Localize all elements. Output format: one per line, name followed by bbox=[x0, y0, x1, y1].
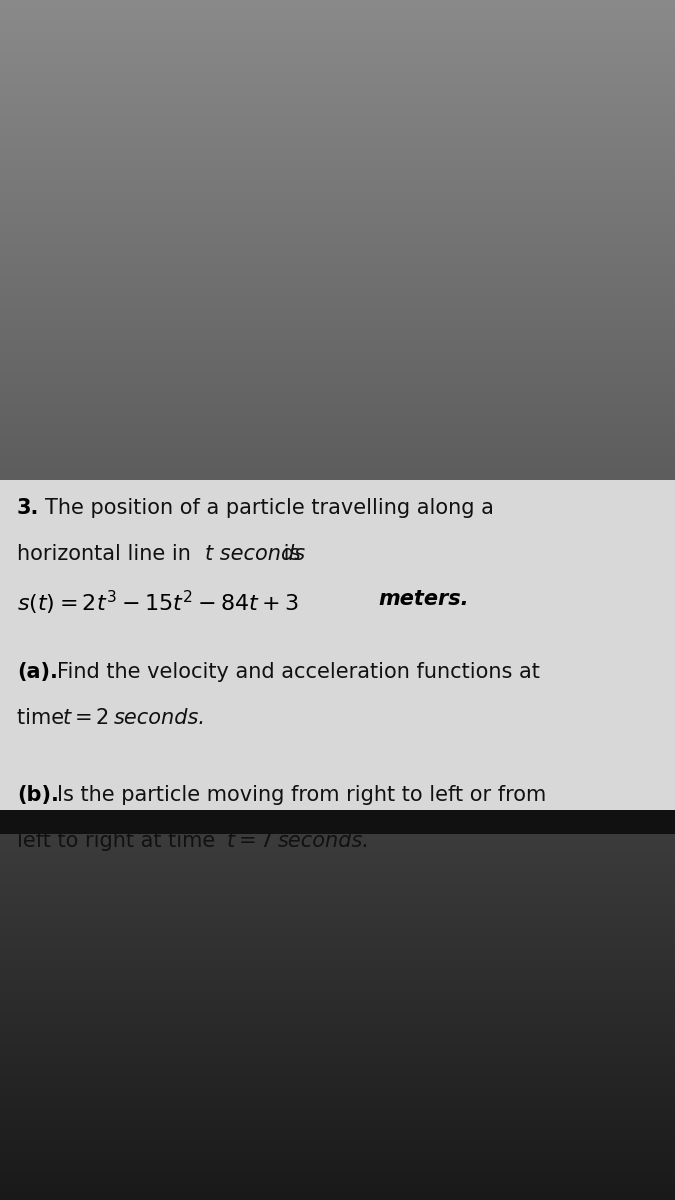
Text: meters.: meters. bbox=[378, 589, 468, 610]
Text: is: is bbox=[277, 544, 300, 564]
Text: horizontal line in: horizontal line in bbox=[17, 544, 197, 564]
FancyBboxPatch shape bbox=[0, 480, 675, 810]
Text: 3.: 3. bbox=[17, 498, 39, 518]
Text: Is the particle moving from right to left or from: Is the particle moving from right to lef… bbox=[57, 785, 547, 805]
Text: (a).: (a). bbox=[17, 662, 58, 682]
Text: seconds.: seconds. bbox=[277, 830, 369, 851]
Text: t seconds: t seconds bbox=[205, 544, 304, 564]
Text: time: time bbox=[17, 708, 71, 727]
FancyBboxPatch shape bbox=[0, 810, 675, 834]
Text: $t = 2$: $t = 2$ bbox=[62, 708, 109, 727]
Text: Find the velocity and acceleration functions at: Find the velocity and acceleration funct… bbox=[57, 662, 540, 682]
Text: $s(t) = 2t^3 - 15t^2 - 84t + 3$: $s(t) = 2t^3 - 15t^2 - 84t + 3$ bbox=[17, 589, 299, 618]
Text: (b).: (b). bbox=[17, 785, 59, 805]
Text: $t = 7$: $t = 7$ bbox=[226, 830, 273, 851]
Text: seconds.: seconds. bbox=[113, 708, 205, 727]
Text: left to right at time: left to right at time bbox=[17, 830, 222, 851]
Text: The position of a particle travelling along a: The position of a particle travelling al… bbox=[45, 498, 494, 518]
